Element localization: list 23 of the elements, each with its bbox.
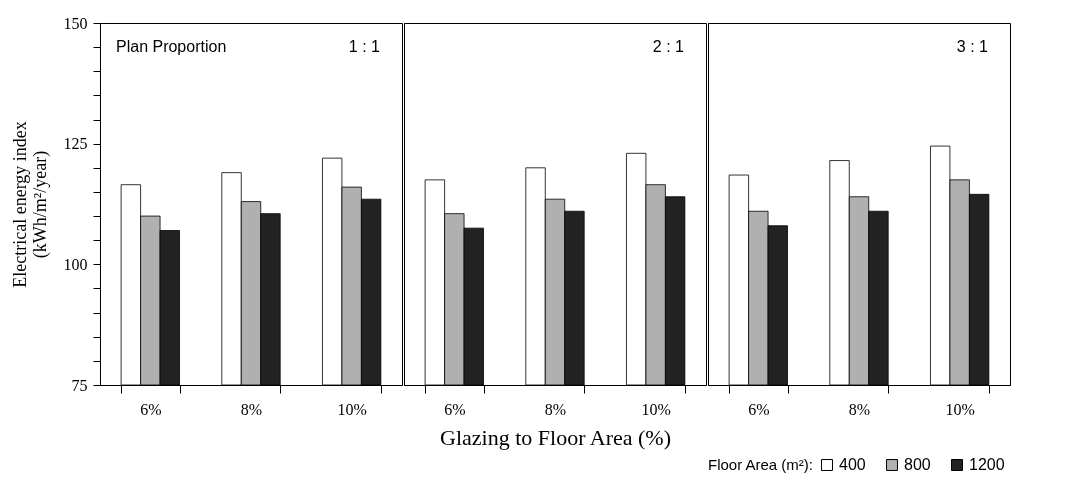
x-axis-title: Glazing to Floor Area (%) (440, 424, 671, 450)
legend-title: Floor Area (m²): (708, 456, 814, 473)
x-tick-label: 8% (848, 400, 871, 418)
y-tick-label: 75 (71, 376, 88, 394)
annotation: 2 : 1 (652, 38, 685, 55)
annotation: Plan Proportion (116, 38, 227, 55)
annotation: 3 : 1 (956, 38, 989, 55)
y-axis-title: Electrical energy index (kWh/m²/year) (9, 121, 51, 288)
x-tick-label: 6% (444, 400, 466, 418)
y-tick-label: 150 (63, 14, 88, 32)
legend-label: 1200 (969, 456, 1005, 473)
y-tick-label: 125 (63, 135, 88, 153)
x-tick-label: 6% (748, 400, 770, 418)
legend-label: 400 (839, 456, 866, 473)
x-tick-label: 6% (140, 400, 162, 418)
x-tick-label: 8% (240, 400, 263, 418)
x-tick-label: 10% (641, 400, 671, 418)
x-tick-label: 10% (945, 400, 975, 418)
x-tick-label: 8% (544, 400, 567, 418)
legend-label: 800 (904, 456, 931, 473)
x-tick-label: 10% (337, 400, 367, 418)
y-tick-label: 100 (63, 255, 88, 273)
annotation: 1 : 1 (348, 38, 381, 55)
